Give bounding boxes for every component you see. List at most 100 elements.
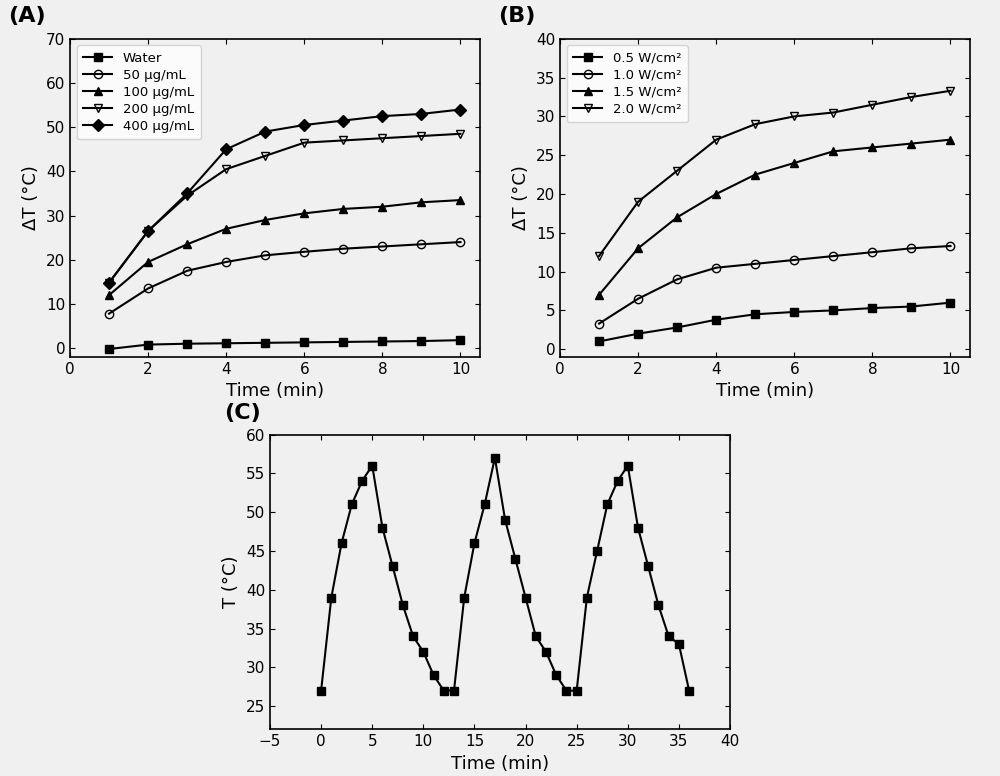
0.5 W/cm² [749, 310, 761, 319]
400 μg/mL [220, 144, 232, 154]
1.5 W/cm² [944, 135, 956, 144]
X-axis label: Time (min): Time (min) [226, 383, 324, 400]
50 μg/mL [415, 240, 427, 249]
50 μg/mL [142, 284, 154, 293]
0.5 W/cm² [671, 323, 683, 332]
Line: 1.5 W/cm²: 1.5 W/cm² [595, 136, 955, 299]
100 μg/mL [142, 258, 154, 267]
Water [220, 338, 232, 348]
Y-axis label: ΔT (°C): ΔT (°C) [512, 165, 530, 230]
2.0 W/cm² [866, 100, 878, 109]
400 μg/mL [454, 105, 466, 114]
200 μg/mL [415, 131, 427, 140]
50 μg/mL [103, 309, 115, 318]
1.0 W/cm² [905, 244, 917, 253]
Water [259, 338, 271, 348]
200 μg/mL [103, 278, 115, 287]
2.0 W/cm² [905, 92, 917, 102]
2.0 W/cm² [749, 120, 761, 129]
0.5 W/cm² [905, 302, 917, 311]
2.0 W/cm² [671, 166, 683, 175]
1.0 W/cm² [866, 248, 878, 257]
1.0 W/cm² [827, 251, 839, 261]
Line: 2.0 W/cm²: 2.0 W/cm² [595, 87, 955, 260]
1.5 W/cm² [905, 139, 917, 148]
Line: 0.5 W/cm²: 0.5 W/cm² [595, 299, 955, 345]
200 μg/mL [181, 191, 193, 200]
100 μg/mL [220, 224, 232, 234]
Y-axis label: ΔT (°C): ΔT (°C) [22, 165, 40, 230]
2.0 W/cm² [827, 108, 839, 117]
200 μg/mL [298, 138, 310, 147]
400 μg/mL [103, 278, 115, 287]
100 μg/mL [298, 209, 310, 218]
1.5 W/cm² [671, 213, 683, 222]
50 μg/mL [376, 242, 388, 251]
2.0 W/cm² [710, 135, 722, 144]
100 μg/mL [337, 204, 349, 213]
Water [142, 340, 154, 349]
Text: (A): (A) [8, 6, 46, 26]
Legend: 0.5 W/cm², 1.0 W/cm², 1.5 W/cm², 2.0 W/cm²: 0.5 W/cm², 1.0 W/cm², 1.5 W/cm², 2.0 W/c… [567, 46, 688, 123]
Water [454, 335, 466, 345]
Y-axis label: T (°C): T (°C) [222, 556, 240, 608]
Water [103, 345, 115, 354]
200 μg/mL [376, 133, 388, 143]
100 μg/mL [181, 240, 193, 249]
200 μg/mL [220, 165, 232, 174]
400 μg/mL [181, 189, 193, 198]
Text: (B): (B) [498, 6, 536, 26]
50 μg/mL [181, 266, 193, 275]
400 μg/mL [415, 109, 427, 119]
Line: 1.0 W/cm²: 1.0 W/cm² [595, 242, 955, 327]
400 μg/mL [376, 112, 388, 121]
400 μg/mL [337, 116, 349, 125]
100 μg/mL [103, 290, 115, 300]
1.0 W/cm² [632, 294, 644, 303]
1.5 W/cm² [866, 143, 878, 152]
1.5 W/cm² [632, 244, 644, 253]
100 μg/mL [415, 198, 427, 207]
Line: 50 μg/mL: 50 μg/mL [105, 238, 465, 318]
0.5 W/cm² [788, 307, 800, 317]
Line: 200 μg/mL: 200 μg/mL [105, 130, 465, 287]
100 μg/mL [454, 196, 466, 205]
1.0 W/cm² [671, 275, 683, 284]
50 μg/mL [298, 247, 310, 256]
2.0 W/cm² [944, 86, 956, 95]
Line: 400 μg/mL: 400 μg/mL [105, 106, 465, 287]
200 μg/mL [454, 129, 466, 138]
50 μg/mL [454, 237, 466, 247]
50 μg/mL [337, 244, 349, 253]
0.5 W/cm² [944, 298, 956, 307]
200 μg/mL [259, 151, 271, 161]
Legend: Water, 50 μg/mL, 100 μg/mL, 200 μg/mL, 400 μg/mL: Water, 50 μg/mL, 100 μg/mL, 200 μg/mL, 4… [77, 46, 201, 140]
Line: 100 μg/mL: 100 μg/mL [105, 196, 465, 300]
400 μg/mL [298, 120, 310, 130]
0.5 W/cm² [866, 303, 878, 313]
1.5 W/cm² [749, 170, 761, 179]
1.5 W/cm² [710, 189, 722, 199]
100 μg/mL [259, 215, 271, 224]
400 μg/mL [142, 227, 154, 236]
0.5 W/cm² [632, 329, 644, 338]
Water [181, 339, 193, 348]
200 μg/mL [142, 227, 154, 236]
2.0 W/cm² [632, 197, 644, 206]
Water [337, 338, 349, 347]
1.5 W/cm² [827, 147, 839, 156]
Text: (C): (C) [224, 403, 261, 423]
0.5 W/cm² [827, 306, 839, 315]
1.0 W/cm² [749, 259, 761, 268]
400 μg/mL [259, 127, 271, 137]
Water [298, 338, 310, 347]
2.0 W/cm² [593, 251, 605, 261]
0.5 W/cm² [593, 337, 605, 346]
Water [376, 337, 388, 346]
2.0 W/cm² [788, 112, 800, 121]
100 μg/mL [376, 202, 388, 211]
50 μg/mL [259, 251, 271, 260]
1.0 W/cm² [593, 319, 605, 328]
200 μg/mL [337, 136, 349, 145]
1.0 W/cm² [710, 263, 722, 272]
